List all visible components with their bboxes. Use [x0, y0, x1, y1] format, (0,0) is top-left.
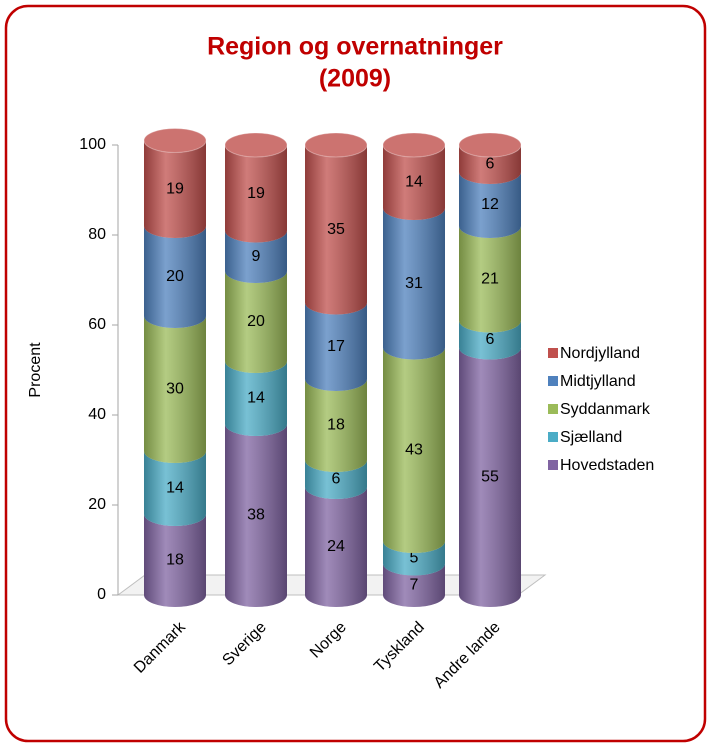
- legend-label: Sjælland: [560, 429, 622, 446]
- value-label: 38: [247, 507, 265, 524]
- bar-shade: [225, 271, 287, 373]
- bar-shade: [225, 424, 287, 607]
- bar-shade: [225, 361, 287, 436]
- bar-cap: [382, 132, 446, 158]
- y-tick-label: 100: [79, 136, 106, 153]
- value-label: 14: [166, 480, 184, 497]
- value-label: 5: [410, 549, 419, 566]
- legend-swatch: [548, 432, 558, 442]
- value-label: 18: [166, 552, 184, 569]
- value-label: 14: [247, 390, 265, 407]
- value-label: 31: [405, 275, 423, 292]
- bar-shade: [383, 208, 445, 360]
- bar-cap: [304, 132, 368, 158]
- legend-swatch: [548, 348, 558, 358]
- value-label: 17: [327, 338, 345, 355]
- bar-shade: [225, 230, 287, 283]
- bar-shade: [459, 172, 521, 238]
- bar-shade: [225, 145, 287, 243]
- value-label: 18: [327, 417, 345, 434]
- value-label: 24: [327, 538, 345, 555]
- bar-shade: [144, 226, 206, 328]
- bar-shade: [459, 320, 521, 360]
- value-label: 14: [405, 174, 423, 191]
- bar-cap: [458, 132, 522, 158]
- bar-shade: [144, 316, 206, 463]
- y-tick-label: 40: [88, 406, 106, 423]
- bar-cap-shine: [383, 133, 445, 157]
- chart-title: Region og overnatninger: [207, 33, 503, 61]
- value-label: 12: [481, 196, 499, 213]
- value-label: 9: [252, 248, 261, 265]
- legend-label: Nordjylland: [560, 345, 640, 362]
- bar-shade: [383, 563, 445, 607]
- value-label: 7: [410, 576, 419, 593]
- value-label: 19: [247, 185, 265, 202]
- value-label: 19: [166, 180, 184, 197]
- legend-label: Midtjylland: [560, 373, 636, 390]
- value-label: 30: [166, 381, 184, 398]
- y-tick-label: 80: [88, 226, 106, 243]
- bar-cap-shine: [225, 133, 287, 157]
- value-label: 20: [166, 268, 184, 285]
- legend-label: Hovedstaden: [560, 457, 654, 474]
- value-label: 43: [405, 441, 423, 458]
- y-tick-label: 20: [88, 496, 106, 513]
- legend-swatch: [548, 460, 558, 470]
- bar-shade: [305, 487, 367, 607]
- value-label: 35: [327, 221, 345, 238]
- bar-cap: [224, 132, 288, 158]
- bar-shade: [459, 145, 521, 184]
- value-label: 6: [332, 471, 341, 488]
- chart-title: (2009): [319, 65, 391, 93]
- bar-cap-shine: [305, 133, 367, 157]
- value-label: 21: [481, 270, 499, 287]
- bar-shade: [305, 145, 367, 315]
- bar-shade: [305, 302, 367, 391]
- legend-label: Syddanmark: [560, 401, 651, 418]
- value-label: 55: [481, 468, 499, 485]
- bar-shade: [459, 347, 521, 607]
- bar-cap: [143, 128, 207, 153]
- value-label: 20: [247, 313, 265, 330]
- y-tick-label: 0: [97, 586, 106, 603]
- bar-shade: [383, 145, 445, 220]
- bar-shade: [305, 379, 367, 472]
- bar-shade: [144, 140, 206, 238]
- value-label: 6: [486, 156, 495, 173]
- bar-shade: [305, 460, 367, 499]
- bar-shade: [459, 226, 521, 333]
- bar-shade: [383, 347, 445, 553]
- legend-swatch: [548, 376, 558, 386]
- bar-shade: [383, 541, 445, 576]
- value-label: 6: [486, 331, 495, 348]
- bar-shade: [144, 514, 206, 607]
- bar-cap-shine: [144, 128, 206, 153]
- bar-cap-shine: [459, 133, 521, 157]
- legend-swatch: [548, 404, 558, 414]
- y-tick-label: 60: [88, 316, 106, 333]
- y-axis-label: Procent: [27, 342, 44, 398]
- bar-shade: [144, 451, 206, 526]
